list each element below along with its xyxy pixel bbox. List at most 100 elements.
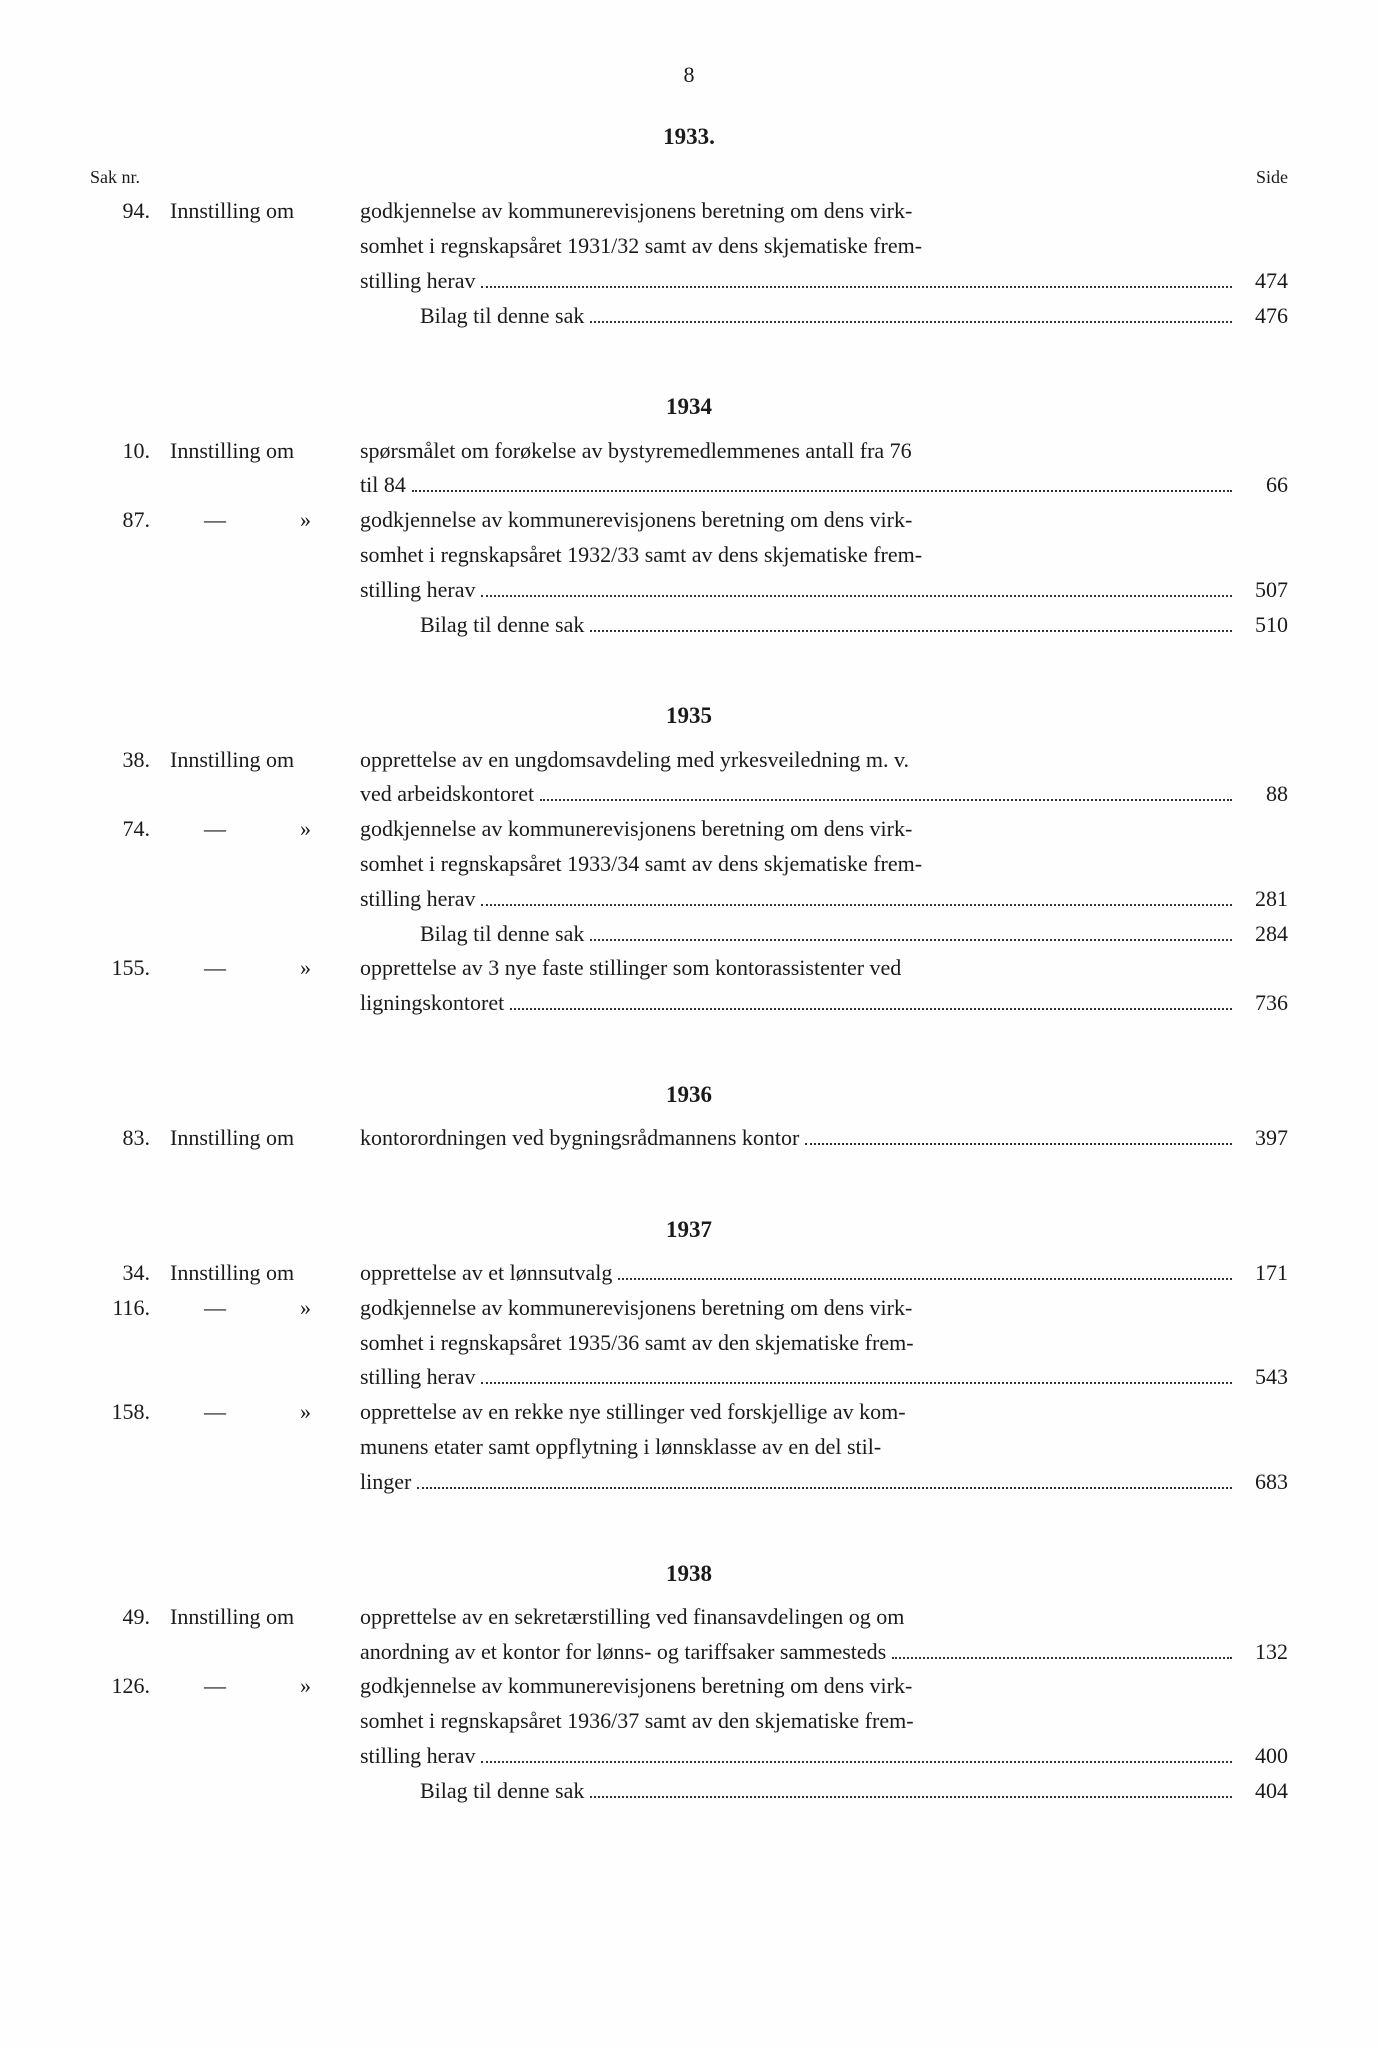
- leader-dots: [481, 595, 1232, 597]
- entry-description: godkjennelse av kommunerevisjonens beret…: [360, 196, 912, 227]
- toc-entry-row: 94.Innstilling omgodkjennelse av kommune…: [90, 196, 1288, 227]
- page-reference: 171: [1238, 1258, 1288, 1289]
- sak-number: [90, 231, 170, 262]
- page-reference: 476: [1238, 301, 1288, 332]
- entry-description: godkjennelse av kommunerevisjonens beret…: [360, 1293, 912, 1324]
- entry-description: anordning av et kontor for lønns- og tar…: [360, 1637, 886, 1668]
- entry-type: Innstilling om: [170, 1123, 360, 1154]
- entry-description: stilling herav: [360, 1362, 475, 1393]
- entry-description: somhet i regnskapsåret 1932/33 samt av d…: [360, 540, 922, 571]
- entry-description: kontorordningen ved bygningsrådmannens k…: [360, 1123, 799, 1154]
- toc-entry-row: stilling herav507: [90, 575, 1288, 606]
- entry-description: opprettelse av en sekretærstilling ved f…: [360, 1602, 904, 1633]
- entry-description: somhet i regnskapsåret 1933/34 samt av d…: [360, 849, 922, 880]
- ditto-dash: —: [170, 1671, 260, 1702]
- ditto-mark: »: [260, 955, 311, 980]
- toc-entry-row: 87.—»godkjennelse av kommunerevisjonens …: [90, 505, 1288, 536]
- bilag-text: Bilag til denne sak: [420, 919, 584, 950]
- sak-number: [90, 1706, 170, 1737]
- entry-description: stilling herav: [360, 884, 475, 915]
- sak-number: [90, 1467, 170, 1498]
- leader-dots: [590, 1796, 1232, 1798]
- toc-entry-row: 155.—»opprettelse av 3 nye faste stillin…: [90, 953, 1288, 984]
- toc-entry-row: linger683: [90, 1467, 1288, 1498]
- toc-entry-row: 10.Innstilling omspørsmålet om forøkelse…: [90, 436, 1288, 467]
- toc-entry-row: 126.—»godkjennelse av kommunerevisjonens…: [90, 1671, 1288, 1702]
- entry-type: —»: [170, 505, 360, 536]
- page-reference: 66: [1238, 470, 1288, 501]
- entry-description: spørsmålet om forøkelse av bystyremedlem…: [360, 436, 912, 467]
- year-heading: 1937: [90, 1214, 1288, 1246]
- toc-entry-row: stilling herav 400: [90, 1741, 1288, 1772]
- sak-number: 83.: [90, 1123, 170, 1154]
- page-reference: 683: [1238, 1467, 1288, 1498]
- entry-type: Innstilling om: [170, 745, 360, 776]
- entry-type: [170, 988, 360, 1019]
- sak-number: 94.: [90, 196, 170, 227]
- toc-entry-row: anordning av et kontor for lønns- og tar…: [90, 1637, 1288, 1668]
- sak-number: [90, 1741, 170, 1772]
- ditto-mark: »: [260, 507, 311, 532]
- bilag-row: Bilag til denne sak404: [90, 1776, 1288, 1807]
- ditto-dash: —: [170, 814, 260, 845]
- sak-number: 126.: [90, 1671, 170, 1702]
- sak-number: 10.: [90, 436, 170, 467]
- entry-description: godkjennelse av kommunerevisjonens beret…: [360, 1671, 912, 1702]
- page-reference: 281: [1238, 884, 1288, 915]
- toc-entry-row: 158.—»opprettelse av en rekke nye stilli…: [90, 1397, 1288, 1428]
- sak-number: 49.: [90, 1602, 170, 1633]
- year-section: 193683.Innstilling omkontorordningen ved…: [90, 1079, 1288, 1154]
- sak-number: [90, 1432, 170, 1463]
- entry-description: opprettelse av en ungdomsavdeling med yr…: [360, 745, 909, 776]
- sak-number: [90, 470, 170, 501]
- leader-dots: [481, 904, 1232, 906]
- page-number: 8: [90, 60, 1288, 91]
- entry-type: [170, 266, 360, 297]
- page-reference: 400: [1238, 1741, 1288, 1772]
- leader-dots: [805, 1143, 1232, 1145]
- entry-description: opprettelse av en rekke nye stillinger v…: [360, 1397, 906, 1428]
- entry-description: stilling herav: [360, 1741, 475, 1772]
- ditto-mark: »: [260, 1399, 311, 1424]
- entry-description: godkjennelse av kommunerevisjonens beret…: [360, 814, 912, 845]
- year-section: 1937 34.Innstilling omopprettelse av et l…: [90, 1214, 1288, 1498]
- ditto-mark: »: [260, 816, 311, 841]
- leader-dots: [417, 1487, 1232, 1489]
- toc-entry-row: somhet i regnskapsåret 1933/34 samt av d…: [90, 849, 1288, 880]
- toc-entry-row: ligningskontoret736: [90, 988, 1288, 1019]
- entry-description: somhet i regnskapsåret 1931/32 samt av d…: [360, 231, 922, 262]
- entry-type: Innstilling om: [170, 1602, 360, 1633]
- toc-entry-row: 34.Innstilling omopprettelse av et lønns…: [90, 1258, 1288, 1289]
- ditto-dash: —: [170, 505, 260, 536]
- sak-number: 87.: [90, 505, 170, 536]
- sak-number: [90, 1362, 170, 1393]
- entry-type: [170, 1362, 360, 1393]
- ditto-dash: —: [170, 1397, 260, 1428]
- entry-type: [170, 884, 360, 915]
- entry-description: somhet i regnskapsåret 1935/36 samt av d…: [360, 1328, 914, 1359]
- entry-type: Innstilling om: [170, 436, 360, 467]
- toc-entry-row: stilling herav 281: [90, 884, 1288, 915]
- entry-type: —»: [170, 814, 360, 845]
- year-heading: 1933.: [90, 121, 1288, 153]
- entry-type: [170, 1741, 360, 1772]
- bilag-text: Bilag til denne sak: [420, 1776, 584, 1807]
- entry-type: [170, 779, 360, 810]
- leader-dots: [481, 1382, 1232, 1384]
- entry-description: stilling herav: [360, 575, 475, 606]
- leader-dots: [618, 1278, 1232, 1280]
- entry-type: [170, 575, 360, 606]
- bilag-text: Bilag til denne sak: [420, 610, 584, 641]
- bilag-row: Bilag til denne sak 510: [90, 610, 1288, 641]
- sak-number: [90, 779, 170, 810]
- entry-type: Innstilling om: [170, 1258, 360, 1289]
- page-reference: 510: [1238, 610, 1288, 641]
- toc-entry-row: til 84 66: [90, 470, 1288, 501]
- sak-number: 155.: [90, 953, 170, 984]
- entry-description: til 84: [360, 470, 406, 501]
- page-reference: 543: [1238, 1362, 1288, 1393]
- page-reference: 397: [1238, 1123, 1288, 1154]
- bilag-row: Bilag til denne sak284: [90, 919, 1288, 950]
- leader-dots: [590, 630, 1232, 632]
- ditto-dash: —: [170, 1293, 260, 1324]
